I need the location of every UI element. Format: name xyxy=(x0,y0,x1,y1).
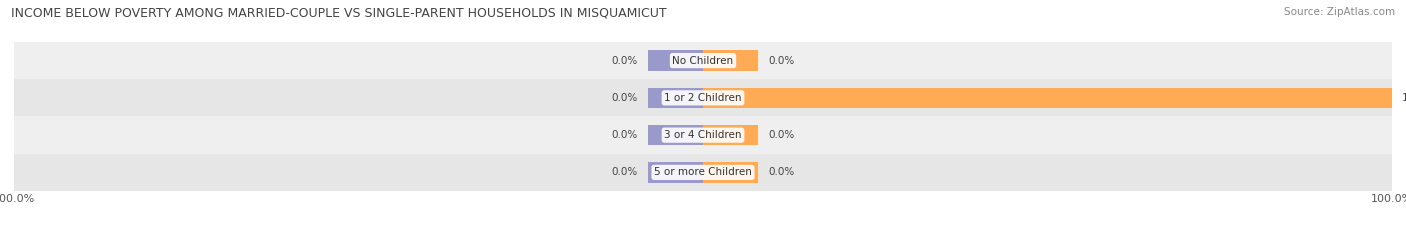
Text: 3 or 4 Children: 3 or 4 Children xyxy=(664,130,742,140)
Bar xyxy=(648,88,703,108)
Bar xyxy=(703,50,758,71)
Text: 0.0%: 0.0% xyxy=(769,168,794,177)
Text: No Children: No Children xyxy=(672,56,734,65)
Text: 1 or 2 Children: 1 or 2 Children xyxy=(664,93,742,103)
Text: 0.0%: 0.0% xyxy=(769,56,794,65)
Bar xyxy=(14,116,1392,154)
Bar xyxy=(14,79,1392,116)
Text: 0.0%: 0.0% xyxy=(612,130,637,140)
Text: 100.0%: 100.0% xyxy=(1402,93,1406,103)
Bar xyxy=(648,125,703,145)
Bar xyxy=(703,125,758,145)
Text: 0.0%: 0.0% xyxy=(769,130,794,140)
Text: 0.0%: 0.0% xyxy=(612,56,637,65)
Bar xyxy=(703,162,758,183)
Text: 0.0%: 0.0% xyxy=(612,168,637,177)
Bar xyxy=(703,88,1392,108)
Text: 5 or more Children: 5 or more Children xyxy=(654,168,752,177)
Text: Source: ZipAtlas.com: Source: ZipAtlas.com xyxy=(1284,7,1395,17)
Bar xyxy=(14,42,1392,79)
Text: INCOME BELOW POVERTY AMONG MARRIED-COUPLE VS SINGLE-PARENT HOUSEHOLDS IN MISQUAM: INCOME BELOW POVERTY AMONG MARRIED-COUPL… xyxy=(11,7,666,20)
Text: 0.0%: 0.0% xyxy=(612,93,637,103)
Bar xyxy=(648,162,703,183)
Bar xyxy=(648,50,703,71)
Bar xyxy=(14,154,1392,191)
